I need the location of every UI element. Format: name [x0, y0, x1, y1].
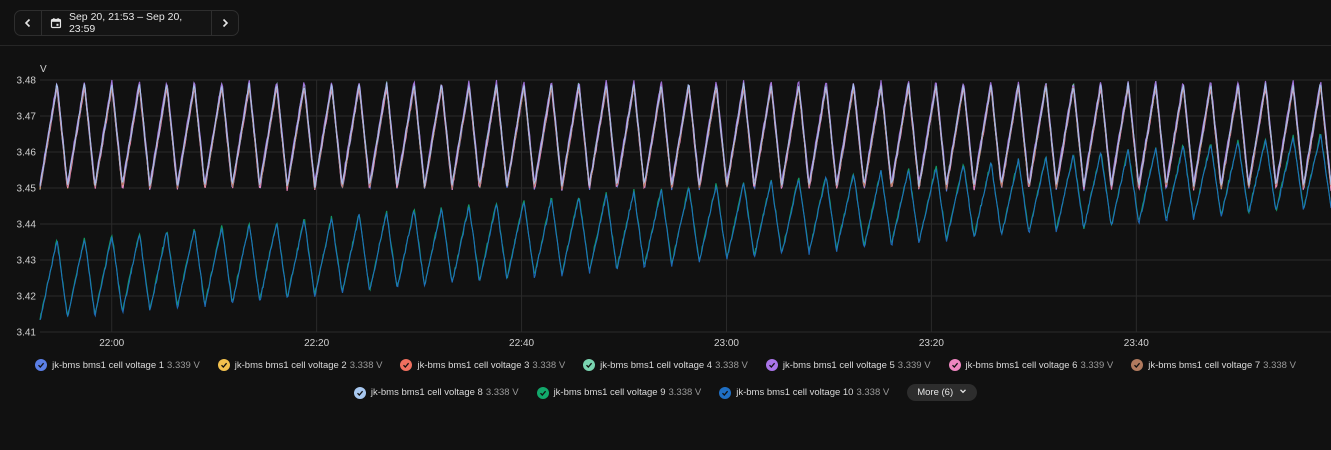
voltage-line-chart[interactable]: 3.48 3.47 3.46 3.45 3.44 3.43 3.42 3.41 22:00 22:…: [0, 60, 1331, 350]
legend-series-value: 3.338 V: [349, 359, 383, 371]
date-range-label: Sep 20, 21:53 – Sep 20, 23:59: [68, 11, 183, 35]
legend-series-name: jk-bms bms1 cell voltage 5 3.339 V: [782, 359, 931, 371]
x-tick-label: 23:40: [1124, 338, 1149, 349]
check-icon: [765, 359, 778, 371]
legend-series-name: jk-bms bms1 cell voltage 2 3.338 V: [234, 359, 383, 371]
y-tick-label: 3.47: [17, 112, 37, 123]
chevron-right-icon: [222, 18, 229, 28]
series-line-9: [39, 133, 1331, 320]
check-icon: [35, 359, 48, 371]
next-range-button[interactable]: [212, 11, 238, 35]
legend-item-2[interactable]: jk-bms bms1 cell voltage 2 3.338 V: [217, 359, 383, 371]
legend-series-value: 3.338 V: [715, 359, 748, 371]
legend-series-value: 3.338 V: [485, 387, 519, 398]
legend-item-1[interactable]: jk-bms bms1 cell voltage 1 3.339 V: [35, 359, 200, 371]
y-tick-label: 3.43: [17, 256, 37, 267]
legend-series-value: 3.339 V: [1080, 359, 1114, 371]
x-tick-label: 23:20: [919, 338, 944, 349]
legend-series-name: jk-bms bms1 cell voltage 1 3.339 V: [52, 359, 200, 371]
legend-series-value: 3.338 V: [668, 387, 702, 398]
legend-item-9[interactable]: jk-bms bms1 cell voltage 9 3.338 V: [536, 386, 702, 399]
check-icon: [217, 359, 230, 371]
series-line-8: [39, 82, 1331, 188]
check-icon: [1131, 359, 1144, 371]
legend-item-10[interactable]: jk-bms bms1 cell voltage 10 3.338 V: [719, 386, 890, 399]
date-range-navigator: Sep 20, 21:53 – Sep 20, 23:59: [14, 10, 239, 36]
legend-series-name: jk-bms bms1 cell voltage 10 3.338 V: [736, 387, 890, 398]
legend-series-value: 3.338 V: [856, 387, 890, 398]
legend-item-6[interactable]: jk-bms bms1 cell voltage 6 3.339 V: [948, 359, 1114, 371]
x-tick-label: 22:00: [99, 338, 124, 349]
x-tick-label: 22:40: [509, 338, 534, 349]
legend-series-name: jk-bms bms1 cell voltage 4 3.338 V: [600, 359, 748, 371]
legend-item-7[interactable]: jk-bms bms1 cell voltage 7 3.338 V: [1131, 359, 1296, 371]
calendar-icon: [50, 18, 62, 29]
legend-item-8[interactable]: jk-bms bms1 cell voltage 8 3.338 V: [353, 386, 519, 399]
legend-series-name: jk-bms bms1 cell voltage 3 3.338 V: [417, 359, 566, 371]
chevron-left-icon: [24, 18, 31, 28]
legend-item-5[interactable]: jk-bms bms1 cell voltage 5 3.339 V: [765, 359, 931, 371]
check-icon: [719, 386, 732, 399]
previous-range-button[interactable]: [15, 11, 41, 35]
legend-more-button[interactable]: More (6): [907, 384, 978, 401]
divider: [211, 11, 212, 35]
legend-item-3[interactable]: jk-bms bms1 cell voltage 3 3.338 V: [400, 359, 565, 371]
header-divider: [0, 45, 1331, 46]
x-tick-label: 22:20: [304, 338, 329, 349]
y-tick-label: 3.42: [17, 292, 37, 303]
chevron-down-icon: [959, 387, 967, 398]
legend-series-name: jk-bms bms1 cell voltage 6 3.339 V: [965, 359, 1114, 371]
y-tick-label: 3.44: [17, 220, 37, 231]
legend-more-label: More (6): [917, 387, 954, 398]
legend-series-value: 3.339 V: [897, 359, 931, 371]
check-icon: [583, 359, 596, 371]
legend-series-value: 3.339 V: [167, 359, 200, 371]
legend-series-value: 3.338 V: [1263, 359, 1296, 371]
legend-item-4[interactable]: jk-bms bms1 cell voltage 4 3.338 V: [583, 359, 748, 371]
y-tick-label: 3.48: [17, 76, 37, 87]
check-icon: [948, 359, 961, 371]
legend-row-1: jk-bms bms1 cell voltage 1 3.339 V jk-bms …: [0, 359, 1331, 371]
y-tick-label: 3.46: [17, 148, 37, 159]
y-tick-label: 3.45: [17, 184, 37, 195]
check-icon: [353, 386, 366, 399]
legend-series-value: 3.338 V: [532, 359, 566, 371]
series-line-10: [39, 134, 1331, 321]
check-icon: [400, 359, 413, 371]
legend-series-name: jk-bms bms1 cell voltage 7 3.338 V: [1148, 359, 1296, 371]
y-axis-label: V: [40, 64, 47, 75]
x-tick-label: 23:00: [714, 338, 739, 349]
divider: [41, 11, 42, 35]
legend-row-2: jk-bms bms1 cell voltage 8 3.338 V jk-bms …: [0, 384, 1331, 401]
check-icon: [536, 386, 549, 399]
legend-series-name: jk-bms bms1 cell voltage 8 3.338 V: [370, 387, 519, 398]
date-range-picker[interactable]: Sep 20, 21:53 – Sep 20, 23:59: [42, 11, 211, 35]
legend-series-name: jk-bms bms1 cell voltage 9 3.338 V: [553, 387, 702, 398]
y-tick-label: 3.41: [17, 328, 37, 339]
